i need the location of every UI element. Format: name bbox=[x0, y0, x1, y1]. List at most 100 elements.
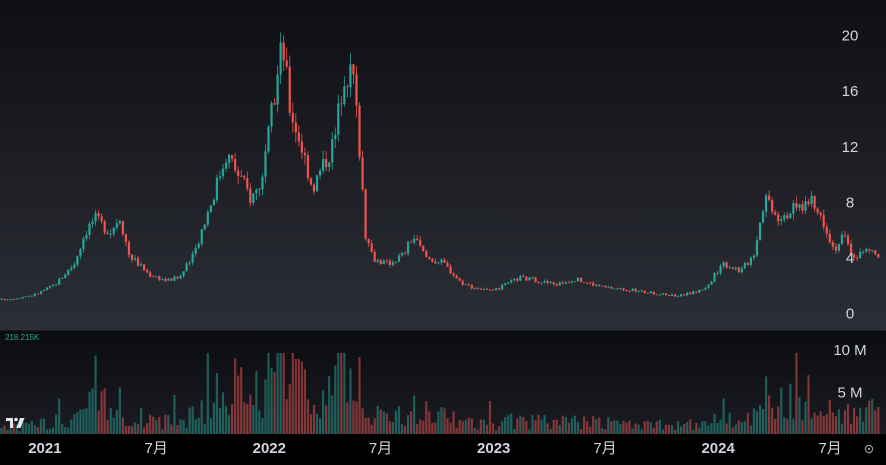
candle-body bbox=[865, 249, 868, 252]
volume-bar bbox=[197, 417, 200, 434]
volume-bar bbox=[704, 421, 707, 434]
volume-bar bbox=[804, 401, 807, 434]
volume-bar bbox=[725, 423, 728, 434]
volume-bar bbox=[133, 422, 137, 434]
volume-bar bbox=[188, 407, 191, 434]
candle-body bbox=[240, 175, 243, 177]
volume-bar bbox=[182, 419, 185, 434]
candle-body bbox=[419, 240, 422, 246]
candle-body bbox=[643, 290, 646, 293]
volume-bar bbox=[176, 425, 179, 434]
candle-body bbox=[130, 254, 134, 260]
volume-bar bbox=[698, 427, 701, 434]
volume-bar bbox=[318, 418, 322, 434]
candle-body bbox=[149, 272, 152, 277]
volume-bar bbox=[819, 411, 822, 434]
volume-bar bbox=[585, 421, 589, 434]
volume-axis-tick: 10 M bbox=[833, 342, 866, 359]
volume-bar bbox=[522, 417, 525, 434]
candle-body bbox=[740, 268, 743, 273]
volume-bar bbox=[455, 427, 458, 434]
volume-bar bbox=[710, 423, 713, 434]
settings-icon[interactable] bbox=[864, 444, 874, 454]
volume-bar bbox=[840, 423, 844, 434]
volume-bar bbox=[230, 404, 234, 434]
candle-body bbox=[413, 238, 416, 243]
pane-separator[interactable] bbox=[0, 329, 886, 331]
candle-body bbox=[152, 276, 155, 278]
candle-body bbox=[51, 285, 55, 286]
volume-bar bbox=[164, 414, 167, 434]
volume-bar bbox=[376, 405, 379, 434]
volume-bar bbox=[834, 416, 837, 434]
volume-bar bbox=[73, 414, 76, 434]
volume-bar bbox=[200, 400, 203, 434]
volume-bar bbox=[807, 375, 810, 434]
candle-body bbox=[507, 282, 510, 284]
candle-body bbox=[124, 234, 128, 243]
volume-bar bbox=[221, 392, 225, 434]
candle-body bbox=[670, 294, 674, 297]
candle-body bbox=[200, 229, 203, 244]
volume-bar bbox=[768, 395, 771, 434]
candle-body bbox=[476, 288, 479, 290]
time-axis-tick: 7月 bbox=[593, 440, 616, 457]
volume-bar bbox=[789, 383, 792, 434]
candle-body bbox=[449, 266, 452, 274]
candle-body bbox=[813, 196, 816, 209]
volume-bar bbox=[755, 411, 759, 434]
volume-bar bbox=[340, 353, 343, 434]
candle-body bbox=[637, 290, 640, 292]
volume-bar bbox=[701, 421, 704, 434]
candle-body bbox=[601, 285, 604, 287]
candle-body bbox=[780, 219, 783, 222]
candle-body bbox=[497, 288, 501, 290]
candle-body bbox=[555, 284, 558, 286]
candle-body bbox=[852, 254, 856, 258]
volume-bar bbox=[855, 416, 859, 434]
candle-body bbox=[655, 294, 658, 296]
volume-bar bbox=[513, 429, 516, 434]
volume-bar bbox=[479, 419, 482, 434]
candle-body bbox=[121, 221, 124, 235]
candle-body bbox=[786, 215, 789, 219]
candle-body bbox=[267, 126, 270, 152]
candle-body bbox=[798, 204, 801, 208]
volume-bar bbox=[373, 418, 376, 434]
candle-body bbox=[370, 243, 373, 252]
candle-body bbox=[737, 267, 740, 273]
candle-body bbox=[874, 250, 877, 255]
volume-bar bbox=[379, 409, 382, 434]
volume-bar bbox=[592, 416, 595, 434]
price-axis[interactable]: 20 16 12 8 4 0 bbox=[842, 28, 859, 323]
candle-body bbox=[634, 288, 637, 292]
time-axis[interactable]: 2021 7月 2022 7月 2023 7月 2024 7月 bbox=[28, 440, 842, 457]
candle-body bbox=[6, 299, 9, 301]
volume-bar bbox=[470, 418, 473, 434]
candle-body bbox=[758, 222, 762, 241]
volume-bar bbox=[422, 420, 425, 434]
volume-bar bbox=[746, 412, 749, 434]
candle-body bbox=[443, 259, 446, 263]
volume-bar bbox=[582, 416, 586, 434]
candle-body bbox=[582, 282, 586, 283]
candle-body bbox=[704, 287, 707, 290]
volume-bar bbox=[161, 429, 164, 434]
volume-bar bbox=[716, 423, 719, 434]
volume-axis[interactable]: 10 M 5 M bbox=[833, 342, 866, 402]
candle-body bbox=[103, 221, 106, 233]
volume-bar bbox=[82, 409, 85, 434]
tradingview-logo-icon[interactable] bbox=[6, 417, 26, 429]
candle-body bbox=[855, 257, 859, 259]
candle-body bbox=[64, 274, 67, 279]
volume-bar bbox=[464, 420, 467, 434]
candle-body bbox=[658, 294, 661, 296]
candle-body bbox=[831, 242, 834, 247]
volume-bar bbox=[337, 353, 340, 434]
volume-bar bbox=[652, 427, 655, 434]
candle-body bbox=[807, 201, 810, 205]
candle-body bbox=[628, 291, 631, 292]
volume-bar bbox=[255, 371, 258, 434]
